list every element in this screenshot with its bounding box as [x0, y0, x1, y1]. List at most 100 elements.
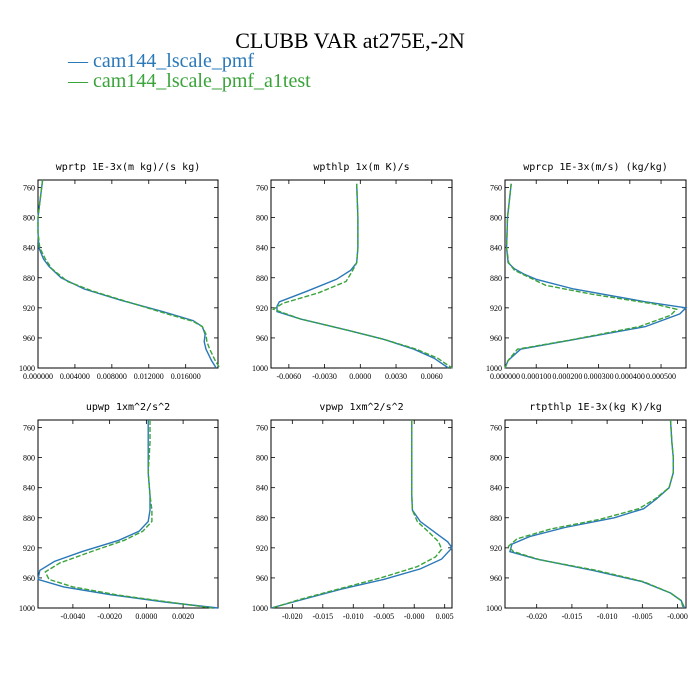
x-tick-label: 0.0030: [385, 372, 407, 381]
y-tick-label: 1000: [486, 604, 502, 613]
series-line-cam144-lscale-pmf: [270, 420, 453, 609]
panel-title: rtpthlp 1E-3x(kg K)/kg: [529, 402, 661, 413]
x-tick-label: -0.015: [312, 612, 333, 621]
x-tick-label: 0.0060: [421, 372, 443, 381]
series-line-cam144-lscale-pmf-a1test: [507, 419, 684, 609]
x-tick-label: 0.0000: [349, 372, 371, 381]
y-tick-label: 920: [490, 544, 502, 553]
y-tick-label: 800: [490, 454, 502, 463]
y-tick-label: 960: [256, 574, 268, 583]
series-line-cam144-lscale-pmf: [37, 179, 217, 369]
x-tick-label: 0.008000: [97, 372, 127, 381]
panel-frame: [37, 419, 219, 609]
y-tick-label: 800: [23, 214, 35, 223]
y-tick-label: 1000: [19, 604, 35, 613]
y-tick-label: 840: [256, 484, 268, 493]
panel-frame: [504, 419, 687, 609]
x-tick-label: 0.0000: [135, 612, 157, 621]
y-tick-label: 800: [256, 454, 268, 463]
series-line-cam144-lscale-pmf-a1test: [271, 420, 443, 609]
y-tick-label: 920: [256, 544, 268, 553]
y-tick-label: 960: [23, 334, 35, 343]
y-tick-label: 1000: [486, 364, 502, 373]
x-tick-label: -0.000: [404, 612, 425, 621]
y-tick-label: 760: [490, 184, 502, 193]
x-tick-label: -0.015: [562, 612, 583, 621]
y-tick-label: 800: [490, 214, 502, 223]
x-tick-label: 0.016000: [171, 372, 201, 381]
x-tick-label: 0.000200: [552, 372, 582, 381]
x-tick-label: -0.010: [343, 612, 364, 621]
panel-frame: [504, 179, 687, 369]
legend-entry-cam144-lscale-pmf: — cam144_lscale_pmf: [68, 50, 255, 72]
y-tick-label: 1000: [252, 604, 268, 613]
y-tick-label: 920: [490, 304, 502, 313]
panel-title: wprcp 1E-3x(m/s) (kg/kg): [523, 162, 668, 173]
x-tick-label: -0.0020: [97, 612, 122, 621]
series-line-cam144-lscale-pmf-a1test: [37, 179, 221, 369]
x-tick-label: 0.000300: [584, 372, 614, 381]
y-tick-label: 1000: [252, 364, 268, 373]
x-tick-label: 0.000400: [615, 372, 645, 381]
series-line-cam144-lscale-pmf: [509, 419, 686, 609]
x-tick-label: 0.005: [436, 612, 454, 621]
y-tick-label: 760: [23, 424, 35, 433]
x-tick-label: -0.020: [526, 612, 547, 621]
series-line-cam144-lscale-pmf: [37, 420, 219, 609]
y-tick-label: 840: [256, 244, 268, 253]
y-tick-label: 760: [23, 184, 35, 193]
x-tick-label: 0.012000: [134, 372, 164, 381]
panel-title: wprtp 1E-3x(m kg)/(s kg): [56, 162, 201, 173]
x-tick-label: 0.004000: [60, 372, 90, 381]
x-tick-label: -0.0030: [312, 372, 337, 381]
y-tick-label: 960: [23, 574, 35, 583]
x-tick-label: 0.000000: [23, 372, 53, 381]
y-tick-label: 760: [490, 424, 502, 433]
y-tick-label: 760: [256, 184, 268, 193]
legend-entry-cam144-lscale-pmf-a1test: — cam144_lscale_pmf_a1test: [68, 70, 311, 92]
x-tick-label: 0.000500: [646, 372, 676, 381]
series-line-cam144-lscale-pmf-a1test: [504, 183, 678, 369]
panel-title: upwp 1xm^2/s^2: [86, 402, 170, 413]
y-tick-label: 920: [23, 304, 35, 313]
series-line-cam144-lscale-pmf-a1test: [44, 420, 213, 609]
x-tick-label: -0.005: [632, 612, 653, 621]
y-tick-label: 800: [23, 454, 35, 463]
panel-title: vpwp 1xm^2/s^2: [319, 402, 403, 413]
y-tick-label: 880: [256, 274, 268, 283]
x-tick-label: 0.0020: [172, 612, 194, 621]
y-tick-label: 1000: [19, 364, 35, 373]
y-tick-label: 920: [256, 304, 268, 313]
series-line-cam144-lscale-pmf: [276, 183, 449, 369]
y-tick-label: 840: [490, 244, 502, 253]
y-tick-label: 880: [490, 274, 502, 283]
panel-title: wpthlp 1x(m K)/s: [313, 162, 409, 173]
x-tick-label: 0.000000: [490, 372, 520, 381]
series-line-cam144-lscale-pmf: [504, 183, 688, 369]
y-tick-label: 800: [256, 214, 268, 223]
series-line-cam144-lscale-pmf-a1test: [271, 183, 453, 369]
y-tick-label: 880: [23, 274, 35, 283]
y-tick-label: 760: [256, 424, 268, 433]
x-tick-label: -0.000: [667, 612, 688, 621]
y-tick-label: 840: [23, 244, 35, 253]
y-tick-label: 960: [490, 334, 502, 343]
x-tick-label: -0.005: [373, 612, 394, 621]
figure-title: CLUBB VAR at275E,-2N: [235, 28, 465, 53]
y-tick-label: 960: [256, 334, 268, 343]
y-tick-label: 840: [23, 484, 35, 493]
y-tick-label: 840: [490, 484, 502, 493]
y-tick-label: 880: [490, 514, 502, 523]
x-tick-label: 0.000100: [521, 372, 551, 381]
panel-frame: [270, 179, 453, 369]
x-tick-label: -0.020: [282, 612, 303, 621]
y-tick-label: 880: [256, 514, 268, 523]
x-tick-label: -0.010: [597, 612, 618, 621]
y-tick-label: 960: [490, 574, 502, 583]
panel-frame: [270, 419, 453, 609]
x-tick-label: -0.0060: [277, 372, 302, 381]
y-tick-label: 920: [23, 544, 35, 553]
x-tick-label: -0.0040: [61, 612, 86, 621]
panel-frame: [37, 179, 219, 369]
